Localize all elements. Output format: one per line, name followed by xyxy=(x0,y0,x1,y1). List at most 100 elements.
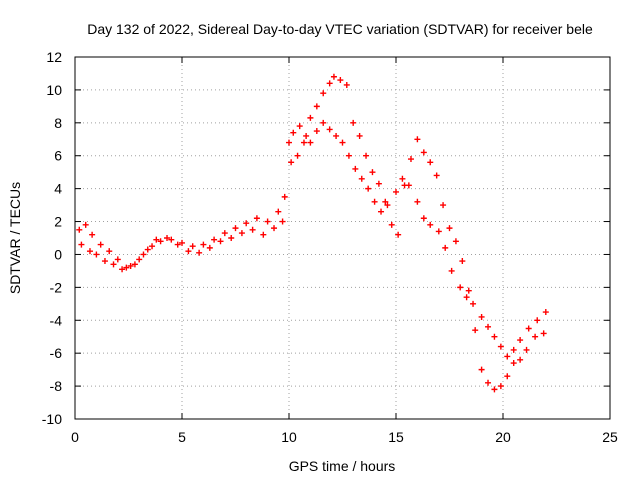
data-point xyxy=(414,136,421,143)
data-point xyxy=(358,175,365,182)
gridlines xyxy=(75,57,610,419)
data-point xyxy=(307,139,314,146)
data-point xyxy=(253,215,260,222)
data-point xyxy=(472,327,479,334)
data-point xyxy=(313,128,320,135)
data-point xyxy=(127,262,134,269)
data-point xyxy=(307,114,314,121)
data-point xyxy=(290,129,297,136)
data-point xyxy=(179,239,185,246)
data-point xyxy=(294,152,301,159)
y-tick-label: -8 xyxy=(50,378,63,394)
y-tick-label: 8 xyxy=(54,115,62,131)
y-tick-label: 2 xyxy=(54,214,62,230)
x-tick-label: 20 xyxy=(495,429,511,445)
data-point xyxy=(356,132,363,139)
data-points xyxy=(76,73,549,393)
data-point xyxy=(153,236,160,243)
data-point xyxy=(279,218,286,225)
data-point xyxy=(352,165,359,172)
data-point xyxy=(369,169,376,176)
y-axis-label: SDTVAR / TECUs xyxy=(7,182,23,294)
data-point xyxy=(271,225,278,232)
data-point xyxy=(478,366,485,373)
data-point xyxy=(326,126,333,133)
data-point xyxy=(395,231,402,238)
data-point xyxy=(110,261,117,268)
data-point xyxy=(345,152,352,159)
data-point xyxy=(82,221,89,228)
data-point xyxy=(485,323,492,330)
x-tick-label: 25 xyxy=(602,429,618,445)
data-point xyxy=(491,333,498,340)
data-point xyxy=(149,243,156,250)
data-point xyxy=(504,353,511,360)
data-point xyxy=(420,215,427,222)
data-point xyxy=(542,309,549,316)
data-point xyxy=(371,198,378,205)
y-tick-label: -10 xyxy=(42,411,62,427)
data-point xyxy=(136,256,143,263)
axis-ticks: 0 5 10 15 20 25 -10 -8 -6 -4 -2 0 2 4 6 8 10 12 xyxy=(42,49,618,445)
data-point xyxy=(89,231,96,238)
data-point xyxy=(414,198,421,205)
y-tick-label: 0 xyxy=(54,246,62,262)
data-point xyxy=(189,243,196,250)
data-point xyxy=(420,149,427,156)
data-point xyxy=(510,360,517,367)
data-point xyxy=(525,325,532,332)
data-point xyxy=(510,346,517,353)
data-point xyxy=(238,230,245,237)
data-point xyxy=(221,230,228,237)
data-point xyxy=(382,198,389,205)
data-point xyxy=(350,119,357,126)
data-point xyxy=(442,244,449,251)
data-point xyxy=(393,188,399,195)
data-point xyxy=(144,246,151,253)
data-point xyxy=(168,236,175,243)
data-point xyxy=(440,202,447,209)
data-point xyxy=(399,175,406,182)
data-point xyxy=(232,225,239,232)
data-point xyxy=(384,202,391,209)
data-point xyxy=(435,228,442,235)
data-point xyxy=(228,235,235,241)
data-point xyxy=(491,386,498,393)
data-point xyxy=(243,220,250,227)
data-point xyxy=(249,226,256,233)
data-point xyxy=(375,180,382,187)
data-point xyxy=(485,379,492,386)
data-point xyxy=(131,261,138,268)
data-point xyxy=(363,152,370,159)
data-point xyxy=(93,251,100,258)
data-point xyxy=(264,218,271,225)
data-point xyxy=(427,159,434,166)
data-point xyxy=(101,258,108,265)
data-point xyxy=(339,139,346,146)
data-point xyxy=(320,119,327,126)
data-point xyxy=(465,287,472,294)
data-point xyxy=(211,236,218,243)
data-point xyxy=(540,330,547,337)
data-point xyxy=(463,294,470,301)
data-point xyxy=(140,251,147,258)
x-tick-label: 5 xyxy=(178,429,186,445)
chart-title: Day 132 of 2022, Sidereal Day-to-day VTE… xyxy=(87,21,593,37)
data-point xyxy=(470,300,477,307)
y-tick-label: -6 xyxy=(50,345,63,361)
data-point xyxy=(288,159,295,166)
x-tick-label: 0 xyxy=(71,429,79,445)
data-point xyxy=(459,258,466,265)
data-point xyxy=(196,249,203,256)
y-tick-label: 12 xyxy=(46,49,62,65)
data-point xyxy=(497,383,504,390)
data-point xyxy=(333,132,340,139)
data-point xyxy=(523,346,530,353)
data-point xyxy=(497,343,504,350)
data-point xyxy=(534,317,541,324)
data-point xyxy=(313,103,320,110)
data-point xyxy=(296,123,303,130)
data-point xyxy=(388,221,395,228)
data-point xyxy=(78,241,85,248)
data-point xyxy=(452,238,459,245)
